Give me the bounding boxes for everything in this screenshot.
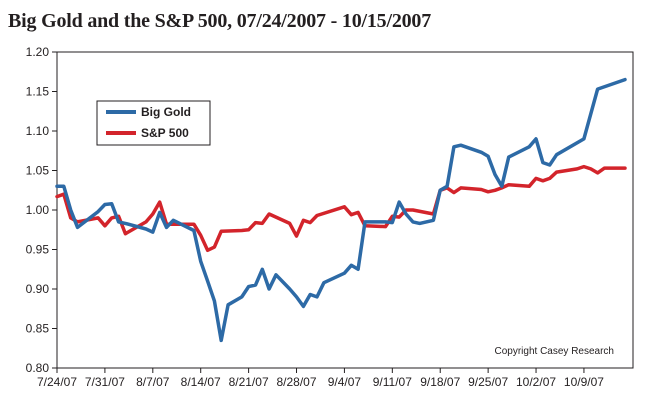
x-tick-label: 7/24/07 — [37, 375, 77, 389]
x-tick-label: 8/21/07 — [229, 375, 269, 389]
y-tick-label: 1.05 — [26, 164, 50, 178]
y-tick-label: 0.85 — [26, 322, 50, 336]
x-tick-label: 9/25/07 — [468, 375, 508, 389]
x-tick-label: 10/2/07 — [516, 375, 556, 389]
y-axis: 0.80 0.85 0.90 0.95 1.00 1.05 1.10 1.15 1.20 — [26, 45, 57, 375]
series-line-big-gold — [55, 77, 627, 343]
x-axis: 7/24/07 7/31/07 8/7/07 8/14/07 8/21/07 8/28/0… — [37, 368, 604, 389]
x-tick-label: 8/7/07 — [136, 375, 170, 389]
x-tick-label: 10/9/07 — [564, 375, 604, 389]
legend: Big Gold S&P 500 — [96, 100, 211, 146]
x-tick-label: 9/4/07 — [328, 375, 362, 389]
y-tick-label: 0.80 — [26, 361, 50, 375]
y-tick-label: 1.15 — [26, 85, 50, 99]
y-tick-label: 1.00 — [26, 203, 50, 217]
chart-title: Big Gold and the S&P 500, 07/24/2007 - 1… — [8, 10, 432, 32]
y-tick-label: 1.10 — [26, 124, 50, 138]
y-tick-label: 0.95 — [26, 243, 50, 257]
x-tick-label: 7/31/07 — [85, 375, 125, 389]
x-tick-label: 8/14/07 — [181, 375, 221, 389]
legend-label-sp500: S&P 500 — [141, 126, 189, 140]
x-tick-label: 8/28/07 — [276, 375, 316, 389]
legend-box — [96, 100, 211, 146]
series-layer — [55, 77, 627, 343]
copyright-annotation: Copyright Casey Research — [495, 346, 615, 357]
x-tick-label: 9/18/07 — [420, 375, 460, 389]
y-tick-label: 1.20 — [26, 45, 50, 59]
x-tick-label: 9/11/07 — [373, 375, 412, 389]
y-tick-label: 0.90 — [26, 282, 50, 296]
legend-label-big-gold: Big Gold — [141, 105, 191, 119]
series-line-s-p-500 — [55, 164, 627, 253]
